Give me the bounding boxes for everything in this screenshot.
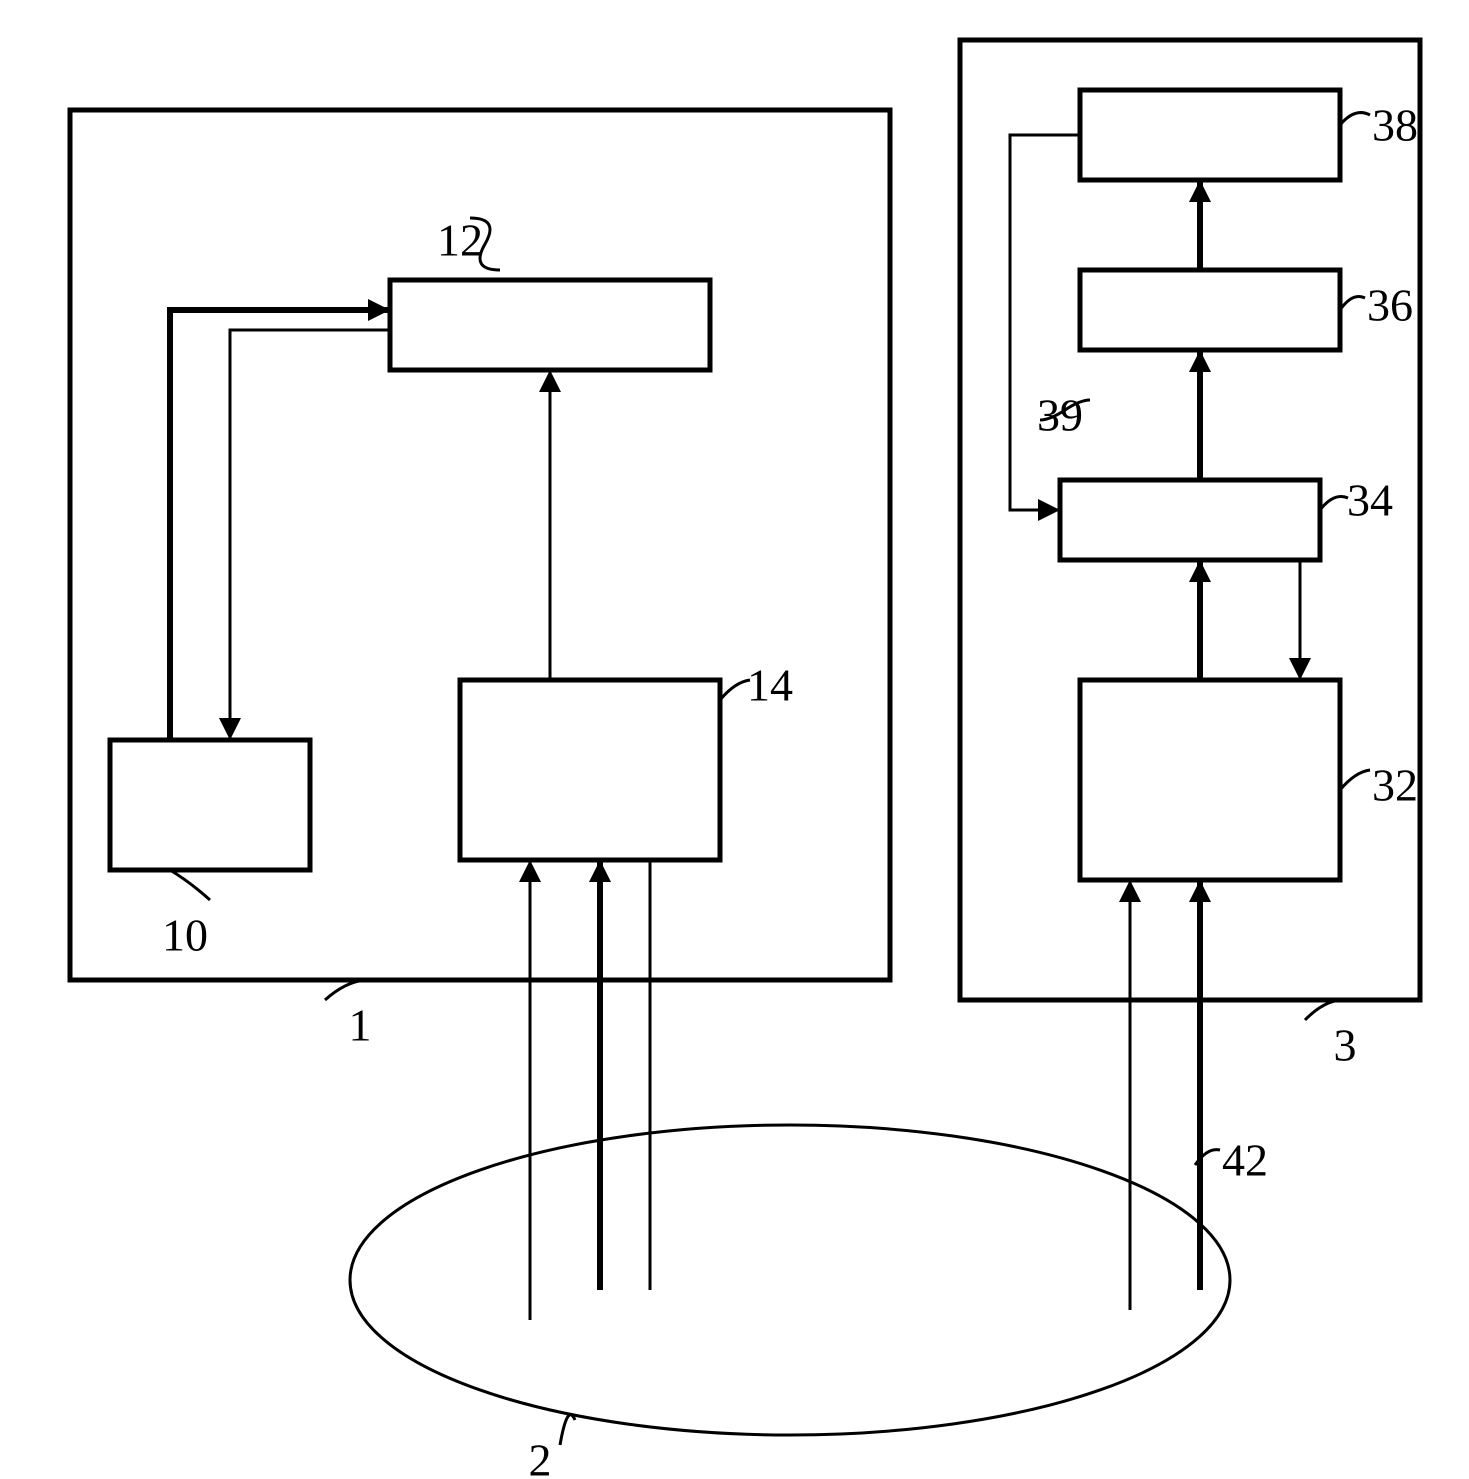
svg-text:10: 10 (162, 910, 208, 961)
svg-text:14: 14 (747, 660, 793, 711)
svg-text:34: 34 (1347, 475, 1393, 526)
svg-text:1: 1 (349, 1000, 372, 1051)
svg-text:39: 39 (1037, 390, 1083, 441)
svg-text:12: 12 (437, 215, 483, 266)
svg-text:38: 38 (1372, 100, 1418, 151)
svg-text:2: 2 (529, 1435, 552, 1479)
svg-text:42: 42 (1222, 1135, 1268, 1186)
svg-text:32: 32 (1372, 760, 1418, 811)
network-ellipse (350, 1125, 1230, 1435)
svg-text:3: 3 (1334, 1020, 1357, 1071)
svg-text:36: 36 (1367, 280, 1413, 331)
